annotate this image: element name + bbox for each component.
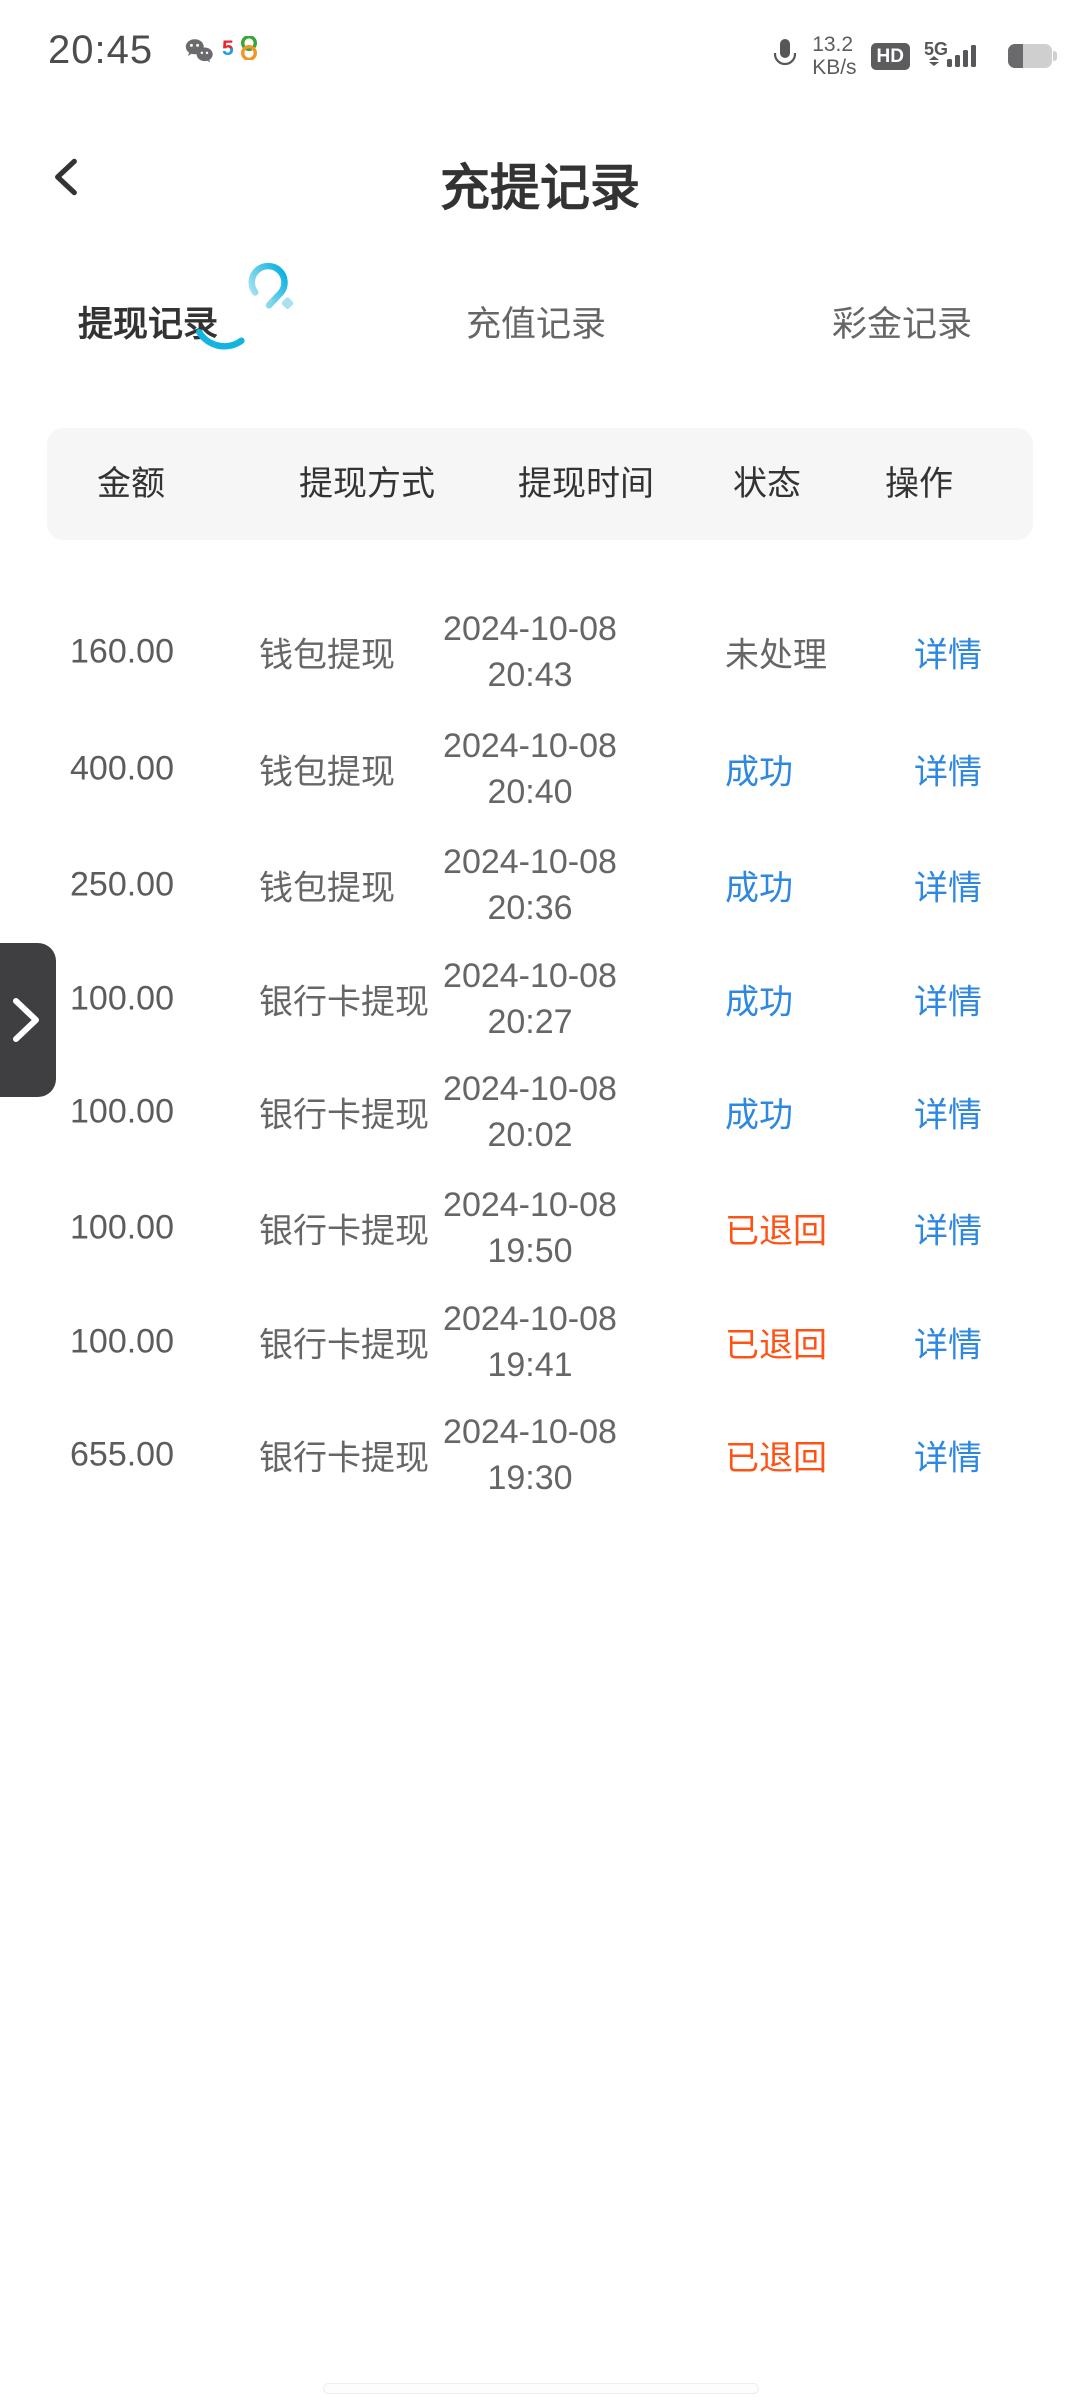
- svg-text:5G: 5G: [924, 41, 948, 59]
- svg-text:5: 5: [222, 37, 234, 60]
